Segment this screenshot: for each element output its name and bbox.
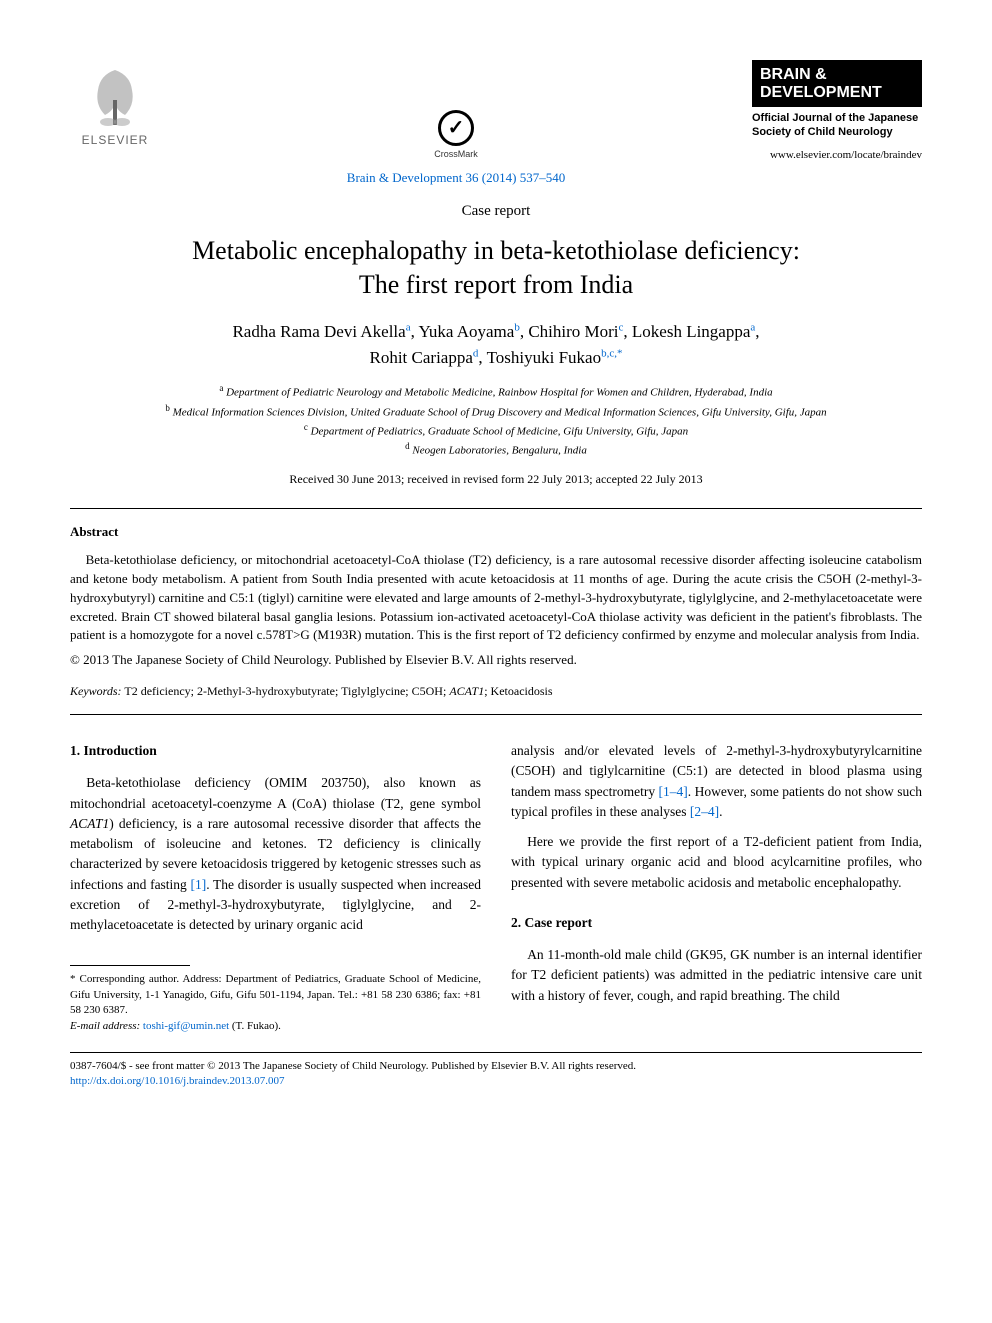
journal-brand-box: BRAIN & DEVELOPMENT [752,60,922,107]
authors-list: Radha Rama Devi Akellaa, Yuka Aoyamab, C… [70,319,922,370]
keywords-label: Keywords: [70,684,122,698]
author-4: Lokesh Lingappa [632,322,751,341]
email-link[interactable]: toshi-gif@umin.net [143,1020,229,1032]
author-1-aff: a [406,322,411,334]
footer-text: 0387-7604/$ - see front matter © 2013 Th… [70,1059,922,1090]
intro-paragraph-1: Beta-ketothiolase deficiency (OMIM 20375… [70,773,481,935]
journal-url: www.elsevier.com/locate/braindev [752,148,922,163]
author-4-aff: a [750,322,755,334]
title-line-1: Metabolic encephalopathy in beta-ketothi… [192,236,800,265]
rule-top [70,508,922,509]
elsevier-label: ELSEVIER [82,132,149,149]
affiliations: a Department of Pediatric Neurology and … [70,382,922,459]
author-5: Rohit Cariappa [369,348,472,367]
author-5-aff: d [473,347,479,359]
author-6-aff: b,c, [601,347,617,359]
citation-1[interactable]: [1] [190,877,206,892]
author-3-aff: c [619,322,624,334]
intro-col2-c: . [719,804,722,819]
keywords-list: T2 deficiency; 2-Methyl-3-hydroxybutyrat… [124,684,449,698]
email-label: E-mail address: [70,1020,140,1032]
article-dates: Received 30 June 2013; received in revis… [70,471,922,488]
header-row: ELSEVIER ✓ CrossMark Brain & Development… [70,60,922,187]
corresponding-mark: * [617,347,623,359]
footer-copyright: 0387-7604/$ - see front matter © 2013 Th… [70,1059,922,1074]
brand-line-2: DEVELOPMENT [760,84,882,101]
keywords-tail: ; Ketoacidosis [484,684,552,698]
affiliation-a: Department of Pediatric Neurology and Me… [226,387,773,399]
footer-rule [70,1052,922,1053]
case-paragraph-1: An 11-month-old male child (GK95, GK num… [511,945,922,1006]
author-2: Yuka Aoyama [418,322,514,341]
journal-subtitle: Official Journal of the Japanese Society… [752,111,922,140]
citation-1-4[interactable]: [1–4] [659,784,688,799]
elsevier-tree-icon [80,60,150,130]
corresponding-footnote: * Corresponding author. Address: Departm… [70,972,481,1034]
intro-col2-paragraph: analysis and/or elevated levels of 2-met… [511,741,922,822]
author-2-aff: b [514,322,520,334]
header-center: ✓ CrossMark Brain & Development 36 (2014… [160,60,752,187]
abstract-label: Abstract [70,523,922,541]
elsevier-logo[interactable]: ELSEVIER [70,60,160,149]
journal-ref-link[interactable]: Brain & Development 36 (2014) 537–540 [347,170,565,185]
author-6: Toshiyuki Fukao [487,348,602,367]
brand-line-1: BRAIN & [760,66,827,83]
crossmark-icon: ✓ [438,110,474,146]
crossmark-label: CrossMark [434,148,478,161]
doi-link[interactable]: http://dx.doi.org/10.1016/j.braindev.201… [70,1075,285,1087]
abstract-text: Beta-ketothiolase deficiency, or mitocho… [70,551,922,645]
footnote-rule [70,965,190,966]
affiliation-d: Neogen Laboratories, Bengaluru, India [412,445,586,457]
author-1: Radha Rama Devi Akella [232,322,405,341]
title-line-2: The first report from India [359,270,633,299]
rule-bottom [70,714,922,715]
case-report-heading: 2. Case report [511,913,922,933]
column-left: 1. Introduction Beta-ketothiolase defici… [70,741,481,1034]
intro-p1-a: Beta-ketothiolase deficiency (OMIM 20375… [70,775,481,810]
header-right: BRAIN & DEVELOPMENT Official Journal of … [752,60,922,163]
body-columns: 1. Introduction Beta-ketothiolase defici… [70,741,922,1034]
column-right: analysis and/or elevated levels of 2-met… [511,741,922,1034]
crossmark-badge[interactable]: ✓ CrossMark [434,110,478,161]
gene-symbol: ACAT1 [70,816,109,831]
footnote-address: * Corresponding author. Address: Departm… [70,972,481,1018]
article-title: Metabolic encephalopathy in beta-ketothi… [70,234,922,302]
email-name: (T. Fukao). [232,1020,281,1032]
keywords: Keywords: T2 deficiency; 2-Methyl-3-hydr… [70,683,922,700]
intro-paragraph-2: Here we provide the first report of a T2… [511,832,922,893]
citation-2-4[interactable]: [2–4] [690,804,719,819]
journal-reference: Brain & Development 36 (2014) 537–540 [160,169,752,187]
check-icon: ✓ [448,114,465,142]
abstract-copyright: © 2013 The Japanese Society of Child Neu… [70,651,922,669]
article-type: Case report [70,201,922,222]
affiliation-c: Department of Pediatrics, Graduate Schoo… [311,425,689,437]
intro-heading: 1. Introduction [70,741,481,761]
keywords-italic: ACAT1 [449,684,484,698]
author-3: Chihiro Mori [528,322,618,341]
affiliation-b: Medical Information Sciences Division, U… [173,406,827,418]
footnote-email-line: E-mail address: toshi-gif@umin.net (T. F… [70,1019,481,1034]
